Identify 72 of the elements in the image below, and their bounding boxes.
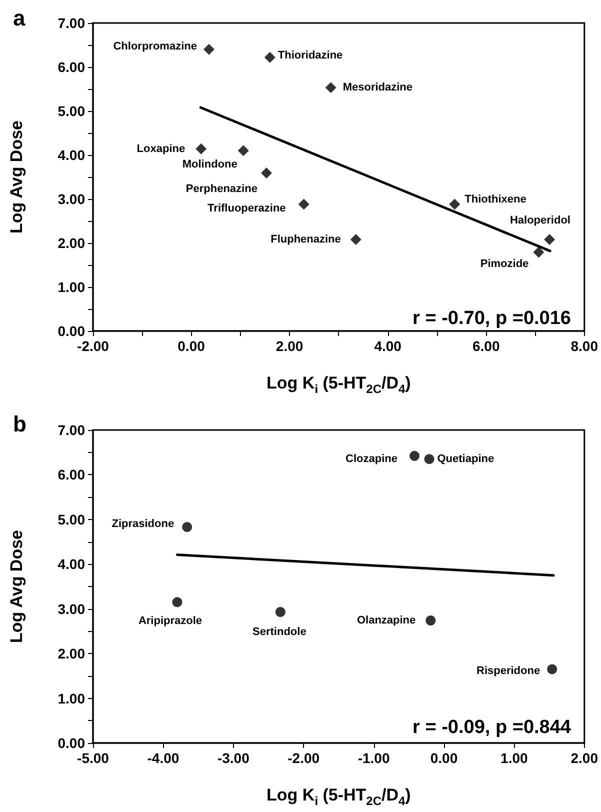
x-tick-label: 2.00 [570,750,598,766]
y-tick-label: 4.00 [58,556,86,572]
point [449,198,460,210]
annotation: Haloperidol [510,214,570,226]
x-tick-label: -1.00 [358,750,390,766]
point [533,246,544,258]
point [172,597,182,608]
x-tick-label: 0.00 [430,750,458,766]
y-tick-label: 2.00 [58,235,86,251]
x-tick-label: 0.00 [178,338,206,354]
point [424,454,434,464]
annotation: Chlorpromazine [113,40,197,52]
point [350,234,362,245]
point [410,450,420,461]
x-tick-label: 6.00 [472,338,500,354]
y-tick-label: 6.00 [58,59,86,75]
y-tick-label: 2.00 [58,646,86,662]
point [264,52,276,63]
annotation: Perphenazine [186,183,258,196]
point [426,615,436,626]
annotation: Ziprasidone [112,518,174,530]
point [298,198,310,210]
y-tick-label: 1.00 [58,690,86,706]
y-tick-label: 5.00 [58,103,86,119]
y-tick-label: 1.00 [58,279,86,295]
x-tick-label: -5.00 [77,750,110,766]
annotation: Mesoridazine [342,82,413,94]
point [325,82,336,94]
y-tick-label: 0.00 [58,735,86,751]
annotation: Pimozide [480,258,529,270]
annotation: Quetiapine [437,453,494,466]
y-tick-label: 7.00 [58,422,86,438]
x-tick-label: -2.00 [77,338,110,354]
annotation: Loxapine [136,142,186,155]
annotation: Molindone [182,158,238,171]
annotation: Clozapine [346,452,398,465]
x-tick-label: -3.00 [217,750,250,766]
point [260,168,272,179]
annotation: Aripiprazole [138,615,202,628]
y-axis-title: Log Avg Dose [7,120,26,234]
point [238,145,249,156]
chart-title: a [13,6,26,30]
point [203,44,214,55]
point [196,143,207,154]
annotation: Fluphenazine [270,233,341,246]
y-axis-title: Log Avg Dose [7,530,26,644]
y-tick-label: 5.00 [58,511,86,528]
annotation: Sertindole [252,626,306,638]
annotation: Trifluoperazine [208,202,286,214]
point [544,234,555,245]
annotation: r = -0.70, p =0.016 [412,308,571,329]
y-tick-label: 3.00 [58,600,86,617]
point [275,606,286,617]
x-tick-label: -4.00 [147,750,180,766]
x-tick-label: 4.00 [374,338,402,354]
x-tick-label: 1.00 [500,750,528,766]
y-tick-label: 7.00 [58,15,86,31]
annotation: r = -0.09, p =0.844 [412,717,572,738]
annotation: Risperidone [476,665,540,678]
y-tick-label: 4.00 [58,147,86,163]
x-tick-label: 8.00 [570,338,598,354]
annotation: Thiothixene [464,193,526,206]
chart-title: b [13,412,26,436]
annotation: Thioridazine [278,49,343,62]
x-tick-label: 2.00 [276,338,304,354]
point [547,664,558,674]
y-tick-label: 6.00 [58,466,86,483]
y-tick-label: 3.00 [58,191,86,207]
x-tick-label: -2.00 [288,750,320,766]
y-tick-label: 0.00 [58,323,86,339]
annotation: Olanzapine [356,614,416,626]
point [182,522,192,532]
